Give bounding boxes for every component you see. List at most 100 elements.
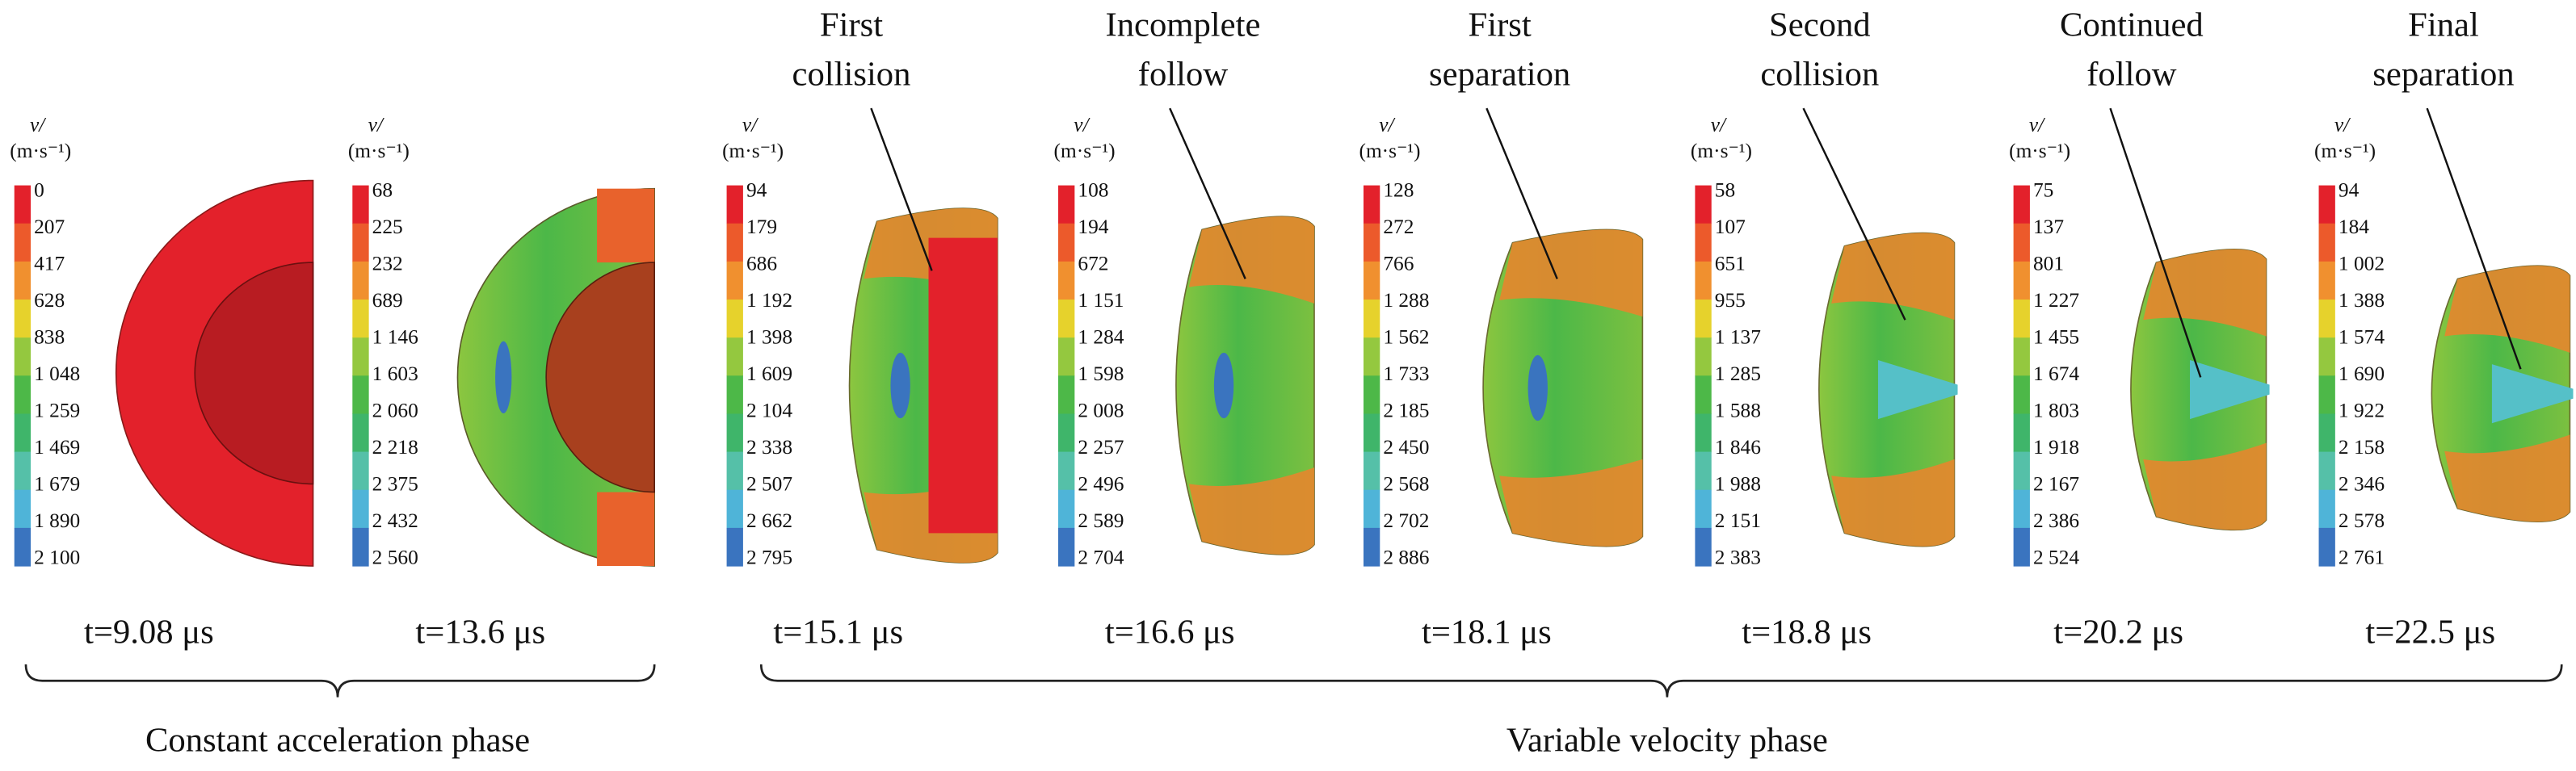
leader-line <box>1486 107 1558 279</box>
colorbar-label: 1 846 <box>1715 436 1761 459</box>
jet <box>2190 360 2270 420</box>
colorbar-segment <box>1363 375 1380 415</box>
colorbar-label: 1 609 <box>746 362 792 385</box>
time-label: t=22.5 μs <box>2365 614 2495 652</box>
colorbar-segment <box>1058 223 1075 262</box>
colorbar-label: 2 662 <box>746 509 792 532</box>
colorbar-segment <box>2318 375 2335 415</box>
bracket <box>24 664 656 698</box>
colorbar-label: 1 002 <box>2339 253 2385 275</box>
colorbar-label: 0 <box>34 179 44 202</box>
colorbar-label: 2 151 <box>1715 509 1761 532</box>
colorbar-label: 1 733 <box>1383 362 1429 385</box>
colorbar-label: 2 578 <box>2339 509 2385 532</box>
colorbar-segment <box>352 527 369 567</box>
colorbar-label: 2 346 <box>2339 473 2385 496</box>
edge-region <box>2143 249 2267 337</box>
colorbar-segment <box>2013 413 2030 453</box>
colorbar-segment <box>1058 375 1075 415</box>
hot-spot <box>1528 354 1548 421</box>
colorbar-segment <box>2013 261 2030 300</box>
colorbar-segment <box>2318 261 2335 300</box>
annotation: Incomplete <box>1106 6 1261 44</box>
time-label: t=18.1 μs <box>1422 614 1552 652</box>
unit-label: (m·s⁻¹) <box>1359 140 1420 162</box>
edge-region <box>2143 442 2267 530</box>
colorbar-label: 801 <box>2033 253 2064 275</box>
unit-label: (m·s⁻¹) <box>1054 140 1116 162</box>
colorbar-segment <box>1363 223 1380 262</box>
colorbar-label: 628 <box>34 289 65 312</box>
colorbar-label: 2 060 <box>372 400 418 422</box>
jet <box>1877 360 1958 420</box>
edge-region <box>597 188 655 263</box>
colorbar-segment <box>726 261 743 300</box>
hot-spot <box>1213 352 1234 419</box>
colorbar-label: 1 259 <box>34 400 80 422</box>
core-region <box>928 237 998 534</box>
unit-label: v/ <box>1711 114 1727 136</box>
colorbar-segment <box>14 223 32 262</box>
colorbar-segment <box>726 337 743 376</box>
unit-label: v/ <box>2334 114 2351 136</box>
colorbar-label: 1 284 <box>1078 326 1124 349</box>
colorbar-label: 2 702 <box>1383 509 1429 532</box>
annotation: Final <box>2408 6 2479 44</box>
unit-label: v/ <box>1074 114 1090 136</box>
leader-line <box>1802 107 1906 321</box>
colorbar-label: 2 524 <box>2033 547 2079 569</box>
unit-label: v/ <box>742 114 759 136</box>
annotation: Second <box>1769 6 1871 44</box>
phase-label: Constant acceleration phase <box>145 722 530 760</box>
annotation: follow <box>1138 56 1229 94</box>
colorbar-segment <box>352 375 369 415</box>
edge-region <box>2444 434 2570 522</box>
colorbar-label: 2 375 <box>372 473 418 496</box>
edge-region <box>597 492 655 567</box>
colorbar-label: 1 398 <box>746 326 792 349</box>
colorbar-label: 2 386 <box>2033 509 2079 532</box>
colorbar-label: 1 151 <box>1078 289 1124 312</box>
colorbar-label: 2 568 <box>1383 473 1429 496</box>
colorbar-segment <box>1695 527 1712 567</box>
colorbar-segment <box>1058 413 1075 453</box>
projectile-inner <box>194 262 314 485</box>
annotation: separation <box>1429 56 1570 94</box>
time-label: t=20.2 μs <box>2053 614 2183 652</box>
colorbar-segment <box>1363 300 1380 338</box>
unit-label: (m·s⁻¹) <box>10 140 71 162</box>
annotation: First <box>820 6 883 44</box>
projectile-inner <box>545 262 655 493</box>
colorbar-segment <box>726 527 743 567</box>
colorbar-segment <box>14 185 32 224</box>
colorbar-label: 225 <box>372 216 403 238</box>
colorbar-label: 2 761 <box>2339 547 2385 569</box>
colorbar-label: 94 <box>2339 179 2360 202</box>
colorbar-segment <box>14 489 32 529</box>
colorbar-label: 272 <box>1383 216 1414 238</box>
leader-line <box>870 107 933 271</box>
colorbar-label: 2 560 <box>372 547 418 569</box>
colorbar-segment <box>14 337 32 376</box>
edge-region <box>1831 459 1955 547</box>
colorbar-label: 2 450 <box>1383 436 1429 459</box>
colorbar-label: 1 192 <box>746 289 792 312</box>
colorbar-segment <box>1363 527 1380 567</box>
colorbar-label: 58 <box>1715 179 1735 202</box>
colorbar-label: 672 <box>1078 253 1108 275</box>
bracket <box>759 664 2563 698</box>
colorbar-label: 651 <box>1715 253 1746 275</box>
colorbar-segment <box>352 300 369 338</box>
colorbar-label: 766 <box>1383 253 1414 275</box>
colorbar-label: 2 008 <box>1078 400 1124 422</box>
colorbar-label: 1 285 <box>1715 362 1761 385</box>
colorbar-label: 417 <box>34 253 65 275</box>
annotation: follow <box>2086 56 2177 94</box>
colorbar-label: 108 <box>1078 179 1108 202</box>
colorbar-label: 194 <box>1078 216 1108 238</box>
colorbar-label: 1 146 <box>372 326 418 349</box>
colorbar-segment <box>726 300 743 338</box>
colorbar-segment <box>2318 527 2335 567</box>
colorbar-segment <box>1363 337 1380 376</box>
